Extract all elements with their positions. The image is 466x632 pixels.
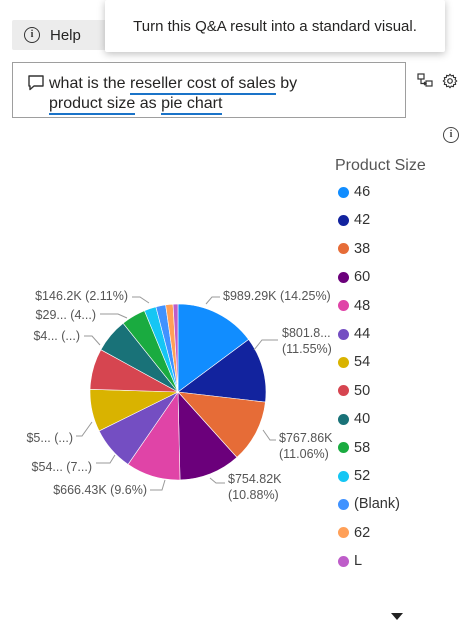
data-label: $754.82K: [228, 472, 282, 486]
data-label: $29... (4...): [36, 308, 96, 322]
legend-marker: [338, 555, 349, 567]
legend-item[interactable]: 40: [338, 409, 370, 429]
chat-bubble-icon: [28, 75, 44, 91]
legend-item[interactable]: (Blank): [338, 494, 400, 514]
legend-marker: [338, 186, 349, 198]
data-label: $5... (...): [26, 431, 73, 445]
data-label: $146.2K (2.11%): [35, 289, 128, 303]
leader-line: [253, 339, 278, 351]
qa-text: by: [275, 75, 298, 92]
pie-slice-42[interactable]: [177, 339, 267, 403]
data-label: $989.29K (14.25%): [223, 289, 331, 303]
legend-marker: [338, 356, 349, 368]
leader-line: [209, 477, 225, 484]
leader-line: [150, 479, 166, 491]
legend-item[interactable]: 58: [338, 438, 370, 458]
legend-label: 54: [354, 354, 371, 371]
legend-label: 62: [354, 524, 371, 541]
legend-item[interactable]: 54: [338, 352, 370, 372]
leader-line: [100, 313, 128, 319]
leader-line: [84, 335, 101, 346]
data-label: $4... (...): [33, 329, 80, 343]
legend-item[interactable]: 50: [338, 381, 370, 401]
legend-marker: [338, 527, 349, 539]
legend-marker: [338, 498, 349, 510]
pie-slice-38[interactable]: [177, 391, 266, 458]
help-label: Help: [50, 26, 81, 44]
legend-label: 60: [354, 269, 371, 286]
data-label: (10.88%): [228, 488, 279, 502]
legend-marker: [338, 385, 349, 397]
data-label: (11.06%): [279, 447, 329, 461]
legend-item[interactable]: 42: [338, 210, 370, 230]
legend-item[interactable]: 38: [338, 239, 370, 259]
gear-icon[interactable]: [442, 73, 458, 89]
legend-item[interactable]: L: [338, 551, 362, 571]
convert-visual-icon[interactable]: [417, 73, 433, 87]
legend-label: 58: [354, 439, 371, 456]
leader-line: [76, 421, 93, 437]
qa-term[interactable]: pie chart: [161, 95, 223, 115]
qa-text: what is the: [49, 75, 130, 92]
info-icon[interactable]: i: [443, 127, 459, 143]
qa-term[interactable]: product size: [49, 95, 136, 115]
legend-label: 40: [354, 411, 371, 428]
qa-line-1: what is the reseller cost of sales by: [49, 75, 298, 95]
legend-marker: [338, 214, 349, 226]
legend-marker: [338, 413, 349, 425]
legend-label: 46: [354, 184, 371, 200]
leader-line: [132, 296, 150, 304]
legend-label: (Blank): [354, 496, 400, 513]
legend-label: 48: [354, 297, 371, 314]
tooltip: Turn this Q&A result into a standard vis…: [105, 0, 445, 52]
legend-marker: [338, 243, 349, 255]
info-icon: i: [24, 27, 40, 43]
data-label: $54... (7...): [32, 460, 92, 474]
qa-text: as: [135, 95, 162, 112]
legend-marker: [338, 470, 349, 482]
legend-item[interactable]: 44: [338, 324, 370, 344]
tooltip-text: Turn this Q&A result into a standard vis…: [133, 17, 417, 35]
leader-line: [205, 296, 220, 305]
help-button[interactable]: i Help: [12, 20, 122, 50]
data-label: $767.86K: [279, 431, 333, 445]
legend-item[interactable]: 48: [338, 296, 370, 316]
legend-label: 42: [354, 212, 371, 229]
legend-item[interactable]: 60: [338, 267, 370, 287]
qa-line-2: product size as pie chart: [49, 95, 223, 115]
legend-marker: [338, 300, 349, 312]
leader-line: [96, 454, 116, 464]
legend-label: 50: [354, 382, 371, 399]
caret-down-icon[interactable]: [390, 612, 404, 622]
data-label: $666.43K (9.6%): [53, 483, 147, 497]
legend-label: 52: [354, 468, 371, 484]
legend-item[interactable]: 46: [338, 182, 370, 202]
legend-label: 38: [354, 240, 371, 257]
legend-title: Product Size: [335, 157, 426, 174]
legend-item[interactable]: 62: [338, 523, 370, 543]
legend-item[interactable]: 52: [338, 466, 370, 486]
legend-marker: [338, 271, 349, 283]
legend-label: 44: [354, 326, 371, 342]
legend-marker: [338, 328, 349, 340]
data-label: $801.8...: [282, 326, 331, 340]
data-label: (11.55%): [282, 342, 332, 356]
pie-slice-46[interactable]: [177, 303, 250, 393]
pie-slice-l[interactable]: [172, 303, 179, 393]
leader-line: [262, 429, 276, 441]
qa-question-input[interactable]: what is the reseller cost of sales by pr…: [12, 62, 406, 118]
legend-marker: [338, 442, 349, 454]
qa-term[interactable]: reseller cost of sales: [129, 75, 276, 95]
legend-label: L: [354, 553, 363, 570]
